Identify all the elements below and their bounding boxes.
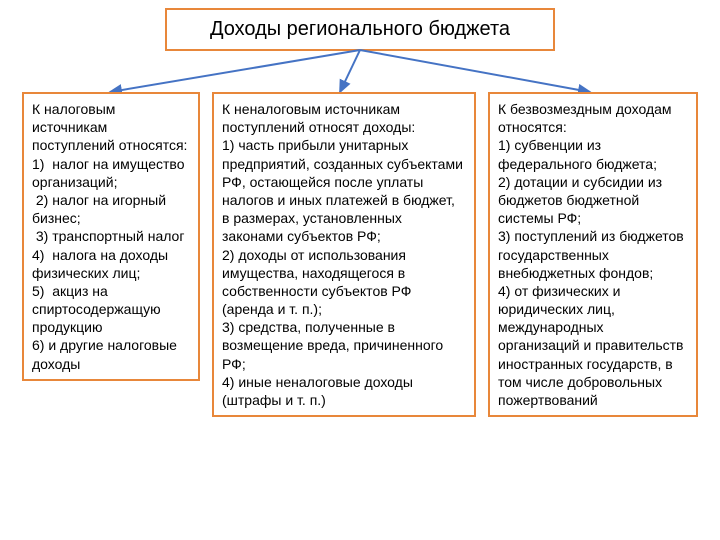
column-nontax: К неналоговым источникам поступлений отн… [212, 92, 476, 417]
columns-container: К налоговым источникам поступлений относ… [22, 92, 698, 417]
arrows-svg [0, 48, 720, 98]
column-grants: К безвозмездным доходам относятся: 1) су… [488, 92, 698, 417]
column-tax: К налоговым источникам поступлений относ… [22, 92, 200, 381]
title-text: Доходы регионального бюджета [210, 18, 510, 40]
title-box: Доходы регионального бюджета [165, 8, 555, 51]
